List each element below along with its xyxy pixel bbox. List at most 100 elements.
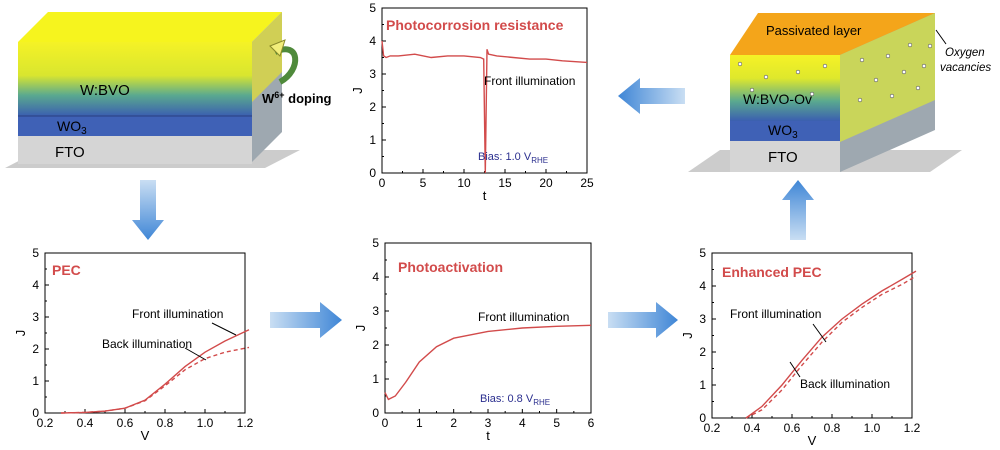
enhanced-xtick-label: 0.2 xyxy=(704,421,721,435)
passivated-layer-label: Passivated layer xyxy=(766,23,862,38)
right-wo3-label: WO3 xyxy=(768,122,798,141)
pec-xtick-label: 1.2 xyxy=(237,416,254,430)
enhanced-annotation: Front illumination xyxy=(730,307,821,321)
arrow-right-2-icon xyxy=(608,302,678,338)
corrosion-ytick-label: 0 xyxy=(369,166,376,180)
corrosion-xtick-label: 10 xyxy=(457,176,471,190)
pec-series-front-line xyxy=(60,329,250,414)
enhanced-xtick-label: 1.2 xyxy=(904,421,921,435)
photoactivation-xtick-label: 2 xyxy=(450,416,457,430)
photoactivation-chart: 0 1 2 3 4 5 6 0 1 2 3 4 5 t J Photoactivation Front illu… xyxy=(353,236,595,443)
pec-xtick-label: 0.8 xyxy=(157,416,174,430)
right-layer-block: Passivated layer W:BVO-Ov WO3 FTO Oxygen… xyxy=(688,13,991,172)
pec-plot-frame xyxy=(44,252,246,414)
corrosion-xtick-label: 25 xyxy=(580,176,594,190)
pec-xtick-label: 0.2 xyxy=(37,416,54,430)
corrosion-ytick-label: 3 xyxy=(369,67,376,81)
photoactivation-ytick-label: 0 xyxy=(372,406,379,420)
corrosion-series-front-line xyxy=(381,40,588,174)
photoactivation-title: Photoactivation xyxy=(398,259,503,275)
photoactivation-xaxis-label: t xyxy=(486,428,490,443)
pec-annotation: Front illumination xyxy=(132,307,223,321)
corrosion-ytick-label: 5 xyxy=(369,1,376,15)
photoactivation-xtick-label: 4 xyxy=(519,416,526,430)
photoactivation-ytick-label: 5 xyxy=(372,236,379,250)
pec-ytick-label: 2 xyxy=(32,342,39,356)
enhanced-xtick-label: 1.0 xyxy=(864,421,881,435)
corrosion-xtick-label: 5 xyxy=(420,176,427,190)
photoactivation-xtick-label: 5 xyxy=(553,416,560,430)
enhanced-ytick-label: 1 xyxy=(699,378,706,392)
enhanced-ytick-label: 5 xyxy=(699,246,706,260)
left-wo3-label: WO3 xyxy=(57,118,87,137)
photoactivation-ytick-label: 1 xyxy=(372,372,379,386)
pec-xaxis-label: V xyxy=(141,428,150,443)
left-fto-layer xyxy=(18,136,252,164)
photoactivation-xtick-label: 6 xyxy=(588,416,595,430)
right-wo3-layer xyxy=(730,121,840,141)
right-wbvo-ov-label: W:BVO-Ov xyxy=(743,91,812,107)
photoactivation-ytick-label: 3 xyxy=(372,304,379,318)
enhanced-series-front-line xyxy=(745,270,917,419)
photoactivation-annotation: Front illumination xyxy=(478,310,569,324)
corrosion-bias-label: Bias: 1.0 VRHE xyxy=(478,151,548,165)
corrosion-yaxis-label: J xyxy=(350,87,365,94)
enhanced-ytick-label: 0 xyxy=(699,411,706,425)
photoactivation-ytick-label: 4 xyxy=(372,270,379,284)
photoactivation-xtick-label: 0 xyxy=(382,416,389,430)
pec-ytick-label: 3 xyxy=(32,310,39,324)
enhanced-yaxis-label: J xyxy=(680,332,695,339)
flow-arrows xyxy=(132,78,814,338)
photoactivation-ytick-label: 2 xyxy=(372,338,379,352)
left-layer-block: W:BVO WO3 FTO W6+ doping xyxy=(5,12,332,168)
pec-annotation-leader xyxy=(184,347,207,361)
doping-arrow-head-icon xyxy=(269,39,286,57)
right-wbvo-ov-layer xyxy=(730,55,840,121)
corrosion-xtick-label: 0 xyxy=(379,176,386,190)
enhanced-ytick-label: 2 xyxy=(699,345,706,359)
enhanced-ytick-label: 4 xyxy=(699,279,706,293)
pec-ytick-label: 5 xyxy=(32,246,39,260)
arrow-up-icon xyxy=(782,180,814,240)
pec-xtick-label: 0.4 xyxy=(77,416,94,430)
right-fto-label: FTO xyxy=(768,149,798,166)
corrosion-title: Photocorrosion resistance xyxy=(386,17,564,33)
pec-annotation-leader xyxy=(211,322,237,336)
left-block-top-face xyxy=(18,12,282,42)
corrosion-ytick-label: 1 xyxy=(369,133,376,147)
right-fto-layer xyxy=(730,141,840,172)
left-block-side-upper xyxy=(252,12,282,102)
left-wbvo-layer xyxy=(18,42,252,116)
corrosion-xaxis-label: t xyxy=(483,188,487,203)
photoactivation-plot-frame xyxy=(384,242,592,414)
photoactivation-yaxis-label: J xyxy=(353,325,368,332)
pec-ytick-label: 1 xyxy=(32,374,39,388)
vacancy-label-line1: Oxygen xyxy=(945,47,985,59)
left-fto-label: FTO xyxy=(55,144,85,161)
photoactivation-xtick-label: 1 xyxy=(416,416,423,430)
enhanced-xaxis-label: V xyxy=(808,433,817,448)
pec-title: PEC xyxy=(52,262,81,278)
pec-yaxis-label: J xyxy=(13,330,28,337)
corrosion-ytick-label: 2 xyxy=(369,100,376,114)
pec-xtick-label: 1.0 xyxy=(197,416,214,430)
enhanced-xtick-label: 0.8 xyxy=(824,421,841,435)
enhanced-annotation-leader xyxy=(812,323,827,343)
arrow-down-icon xyxy=(132,180,164,240)
arrow-left-icon xyxy=(618,78,685,114)
enhanced-ytick-label: 3 xyxy=(699,312,706,326)
left-wo3-layer xyxy=(18,116,252,136)
pec-ytick-label: 0 xyxy=(32,406,39,420)
enhanced-series-back-line xyxy=(745,275,917,419)
left-wbvo-label: W:BVO xyxy=(80,82,130,99)
pec-xtick-label: 0.6 xyxy=(117,416,134,430)
pec-annotation: Back illumination xyxy=(102,337,192,351)
photoactivation-series-front-line xyxy=(384,324,592,401)
oxygen-vacancy-dots xyxy=(737,42,933,103)
pec-ytick-label: 4 xyxy=(32,278,39,292)
enhanced-xtick-label: 0.4 xyxy=(744,421,761,435)
enhanced-annotation-leader xyxy=(789,361,801,378)
doping-label: W6+ doping xyxy=(262,90,332,106)
corrosion-xtick-label: 15 xyxy=(498,176,512,190)
